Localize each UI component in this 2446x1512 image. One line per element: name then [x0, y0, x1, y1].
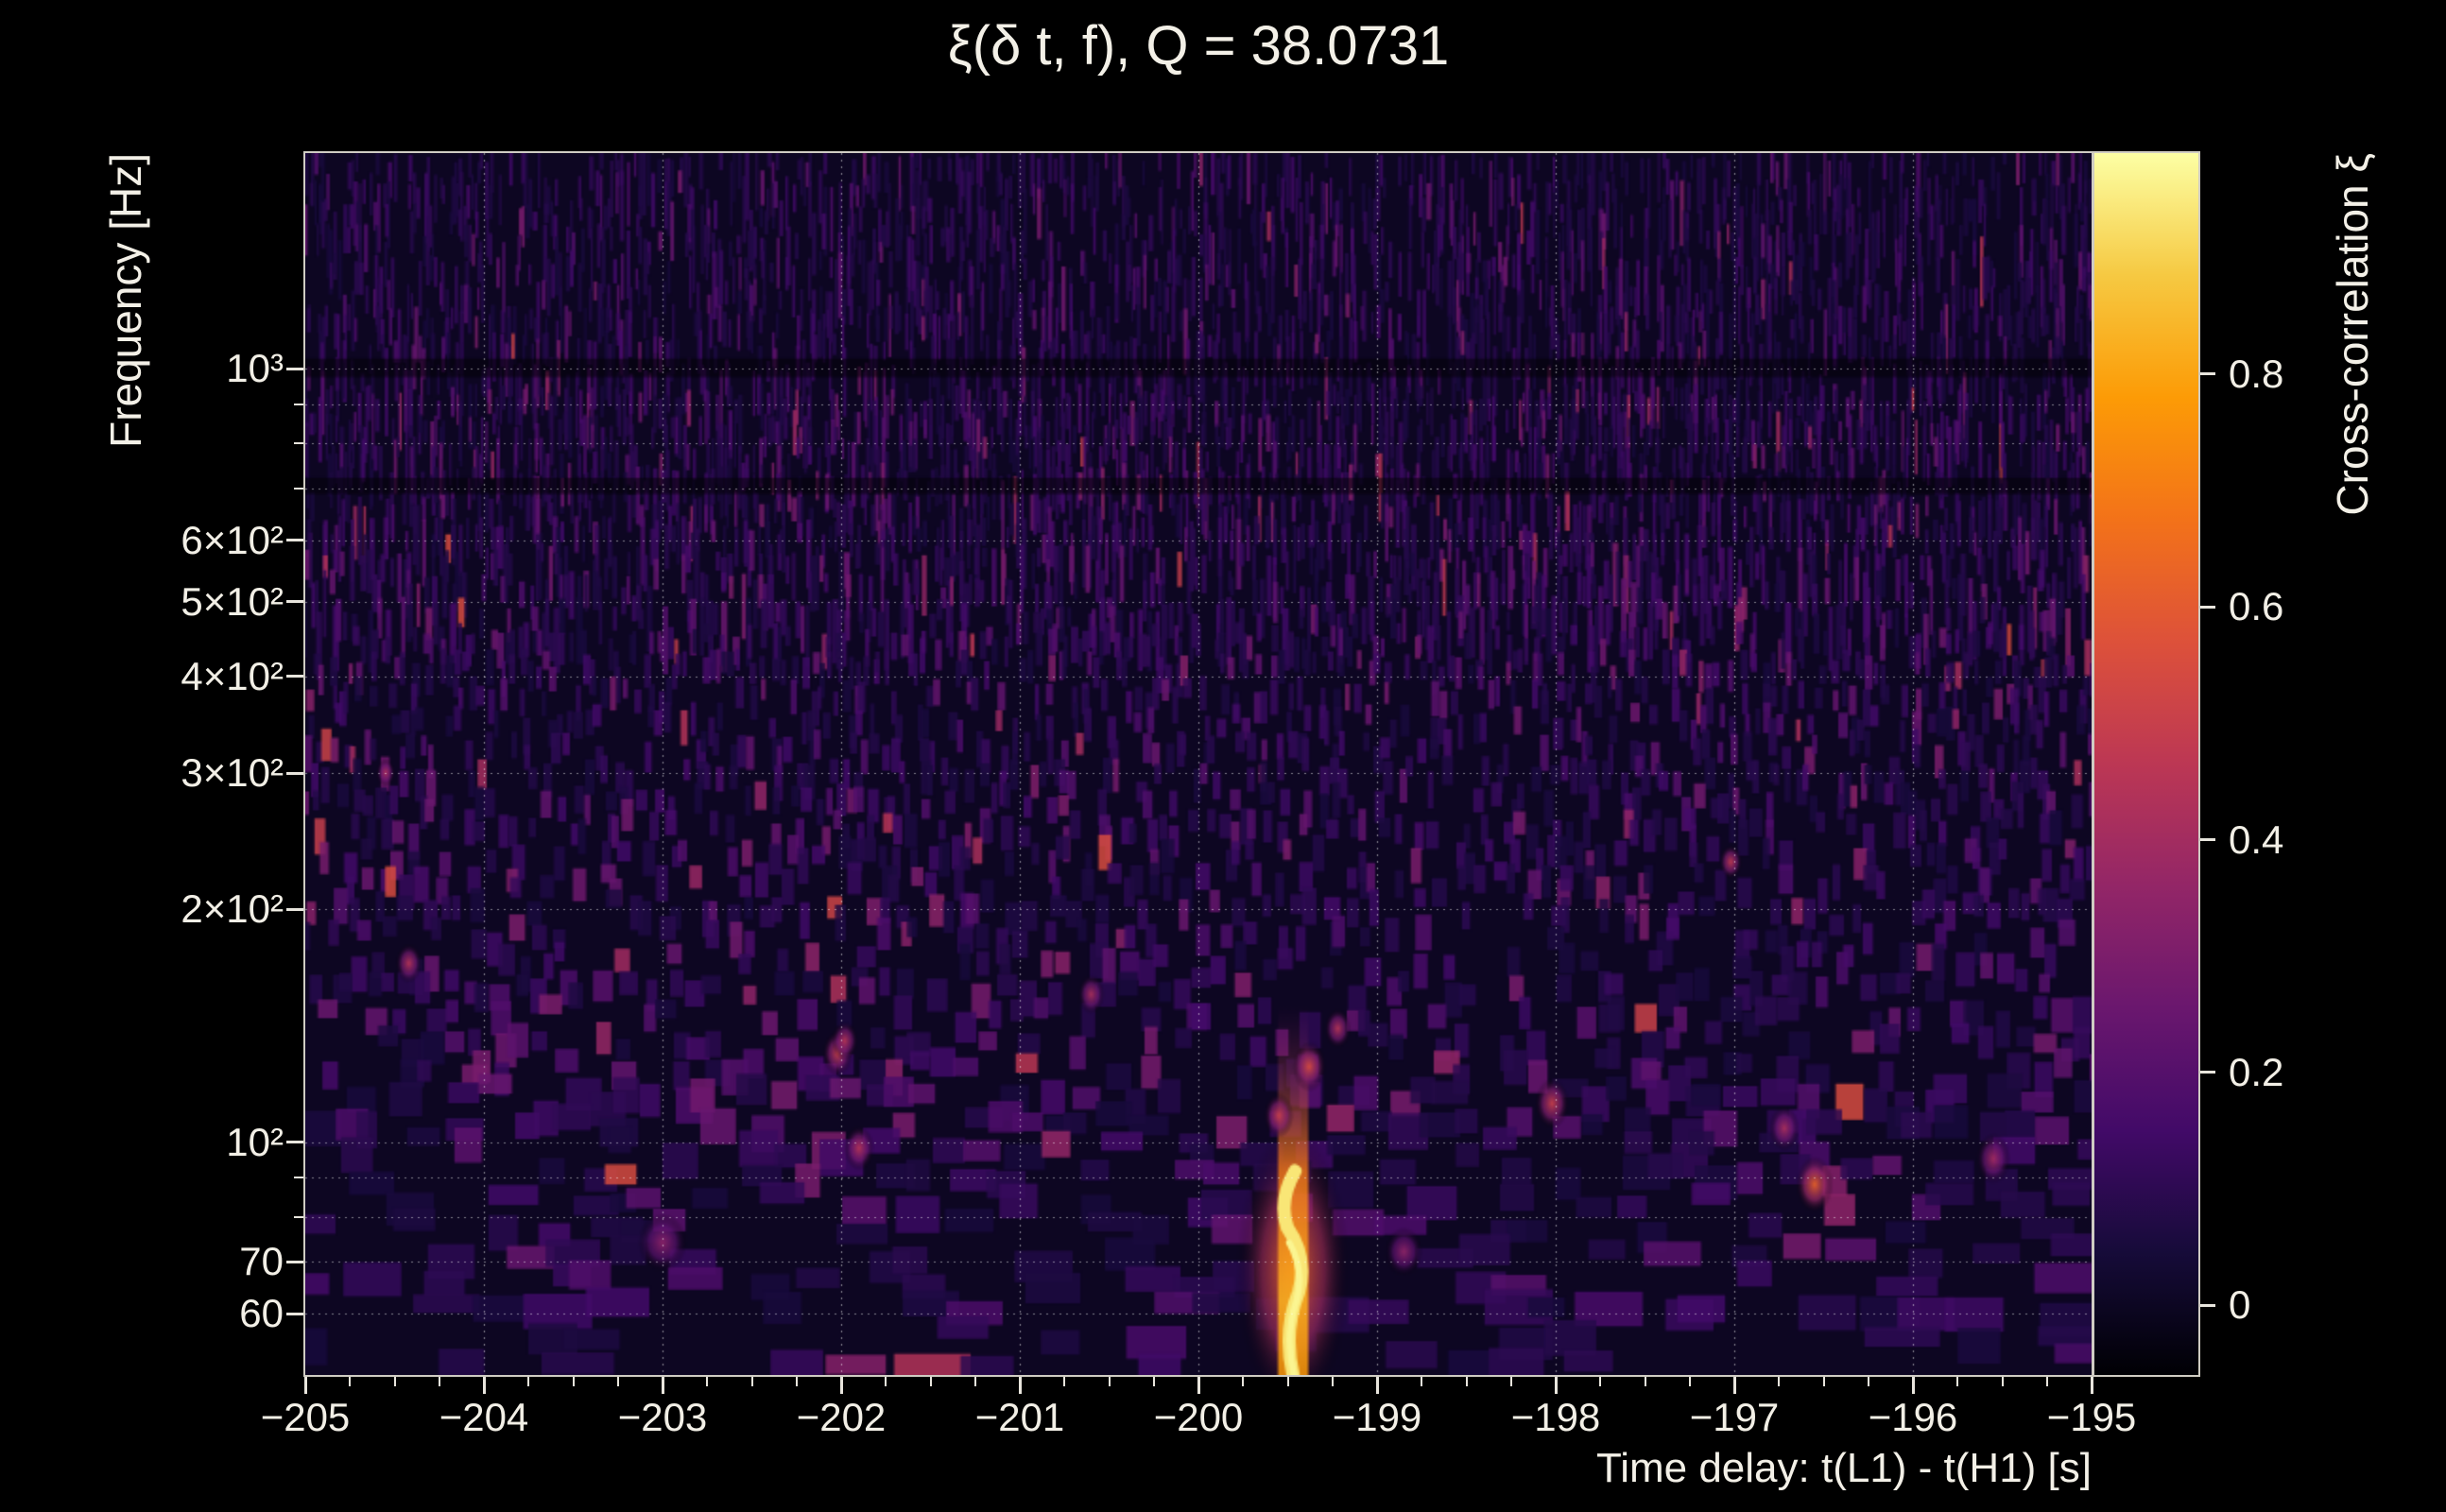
colorbar-tick-label: 0.6 [2229, 584, 2284, 629]
x-minor-tick [393, 1377, 396, 1386]
x-minor-tick [1867, 1377, 1869, 1386]
x-major-tick [1732, 1377, 1736, 1394]
colorbar [2093, 151, 2200, 1377]
x-tick-label: −196 [1868, 1395, 1958, 1439]
colorbar-tick [2200, 372, 2215, 376]
x-minor-tick [1778, 1377, 1781, 1386]
colorbar-tick [2200, 1303, 2215, 1307]
x-minor-tick [973, 1377, 976, 1386]
y-minor-tick [294, 442, 303, 445]
x-major-tick [2090, 1377, 2093, 1394]
x-minor-tick [706, 1377, 709, 1386]
x-minor-tick [1331, 1377, 1334, 1386]
y-minor-tick [294, 1177, 303, 1179]
x-tick-label: −205 [260, 1395, 351, 1439]
y-tick-label: 4×10² [181, 653, 284, 698]
colorbar-tick [2200, 1071, 2215, 1074]
y-minor-tick [294, 403, 303, 405]
x-minor-tick [929, 1377, 932, 1386]
x-tick-label: −199 [1332, 1395, 1422, 1439]
x-tick-label: −197 [1689, 1395, 1780, 1439]
y-major-tick [286, 1312, 303, 1315]
x-tick-label: −195 [2046, 1395, 2137, 1439]
x-tick-label: −202 [796, 1395, 887, 1439]
x-tick-label: −203 [617, 1395, 708, 1439]
y-tick-label: 70 [239, 1239, 284, 1284]
x-major-tick [1554, 1377, 1558, 1394]
colorbar-tick-label: 0 [2229, 1282, 2251, 1328]
x-tick-label: −204 [439, 1395, 529, 1439]
x-minor-tick [1688, 1377, 1691, 1386]
y-tick-label: 6×10² [181, 517, 284, 562]
plot-title: ξ(δ t, f), Q = 38.0731 [947, 15, 1450, 77]
colorbar-tick-label: 0.4 [2229, 816, 2284, 862]
x-major-tick [482, 1377, 486, 1394]
x-minor-tick [1063, 1377, 1066, 1386]
y-minor-tick [294, 1215, 303, 1218]
x-minor-tick [1599, 1377, 1602, 1386]
x-major-tick [303, 1377, 307, 1394]
x-minor-tick [1956, 1377, 1959, 1386]
x-minor-tick [438, 1377, 440, 1386]
gridlines-canvas [305, 153, 2092, 1375]
y-major-tick [286, 367, 303, 370]
y-tick-label: 2×10² [181, 886, 284, 932]
x-minor-tick [750, 1377, 753, 1386]
y-tick-label: 60 [239, 1291, 284, 1336]
colorbar-label: Cross-correlation ξ [2328, 153, 2377, 516]
x-tick-label: −198 [1510, 1395, 1601, 1439]
x-minor-tick [1421, 1377, 1423, 1386]
x-axis-label: Time delay: t(L1) - t(H1) [s] [1595, 1445, 2092, 1491]
x-minor-tick [1108, 1377, 1111, 1386]
x-minor-tick [1242, 1377, 1245, 1386]
y-minor-tick [294, 487, 303, 490]
y-tick-label: 10² [226, 1119, 284, 1164]
colorbar-tick [2200, 838, 2215, 842]
x-minor-tick [1644, 1377, 1646, 1386]
x-minor-tick [2045, 1377, 2048, 1386]
x-major-tick [1197, 1377, 1200, 1394]
x-minor-tick [1152, 1377, 1155, 1386]
x-minor-tick [1286, 1377, 1289, 1386]
y-major-tick [286, 1141, 303, 1144]
colorbar-tick-label: 0.8 [2229, 351, 2284, 396]
x-major-tick [1018, 1377, 1022, 1394]
colorbar-tick-label: 0.2 [2229, 1049, 2284, 1094]
y-tick-label: 5×10² [181, 578, 284, 624]
y-major-tick [286, 675, 303, 679]
y-tick-label: 3×10² [181, 750, 284, 796]
x-minor-tick [616, 1377, 619, 1386]
x-major-tick [1911, 1377, 1915, 1394]
x-minor-tick [1465, 1377, 1468, 1386]
x-minor-tick [1822, 1377, 1825, 1386]
y-major-tick [286, 1260, 303, 1263]
y-major-tick [286, 771, 303, 775]
x-minor-tick [349, 1377, 352, 1386]
x-tick-label: −200 [1153, 1395, 1244, 1439]
x-major-tick [661, 1377, 664, 1394]
colorbar-tick [2200, 605, 2215, 609]
x-minor-tick [1509, 1377, 1512, 1386]
x-major-tick [839, 1377, 843, 1394]
y-major-tick [286, 907, 303, 911]
x-minor-tick [2001, 1377, 2004, 1386]
x-minor-tick [572, 1377, 575, 1386]
x-minor-tick [527, 1377, 530, 1386]
y-major-tick [286, 539, 303, 542]
x-major-tick [1375, 1377, 1379, 1394]
x-minor-tick [795, 1377, 798, 1386]
plot-area [303, 151, 2093, 1377]
x-minor-tick [885, 1377, 887, 1386]
y-tick-label: 10³ [226, 346, 284, 391]
y-major-tick [286, 600, 303, 604]
x-tick-label: −201 [974, 1395, 1065, 1439]
